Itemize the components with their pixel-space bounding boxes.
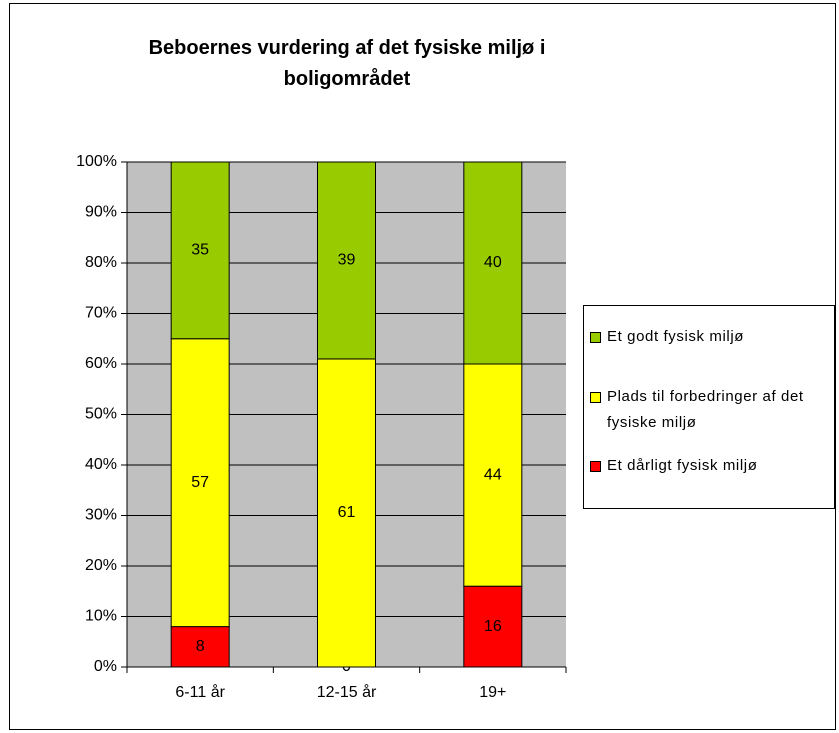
bar-segment xyxy=(463,161,523,365)
y-tick-label: 40% xyxy=(85,456,117,473)
y-tick-label: 50% xyxy=(85,406,117,423)
y-tick-label: 20% xyxy=(85,557,117,574)
x-tick-label: 6-11 år xyxy=(175,683,225,701)
data-label: 8 xyxy=(196,638,205,655)
legend-item: Plads til forbedringer af det fysiske mi… xyxy=(590,384,832,436)
y-tick-label: 0% xyxy=(94,658,117,675)
data-label: 16 xyxy=(484,618,502,635)
y-tick-label: 70% xyxy=(85,305,117,322)
data-label: 35 xyxy=(191,242,209,259)
y-tick-label: 10% xyxy=(85,608,117,625)
legend-item: Et dårligt fysisk miljø xyxy=(590,453,832,479)
bar-segment xyxy=(317,161,376,360)
bar-segment xyxy=(170,161,230,340)
legend-label: Et dårligt fysisk miljø xyxy=(607,457,758,474)
bar-segment xyxy=(463,585,523,668)
y-tick-label: 30% xyxy=(85,507,117,524)
legend-item: Et godt fysisk miljø xyxy=(590,324,832,350)
data-label: 40 xyxy=(484,254,502,271)
y-tick-label: 100% xyxy=(76,153,117,170)
x-tick-label: 19+ xyxy=(479,684,506,701)
y-tick-label: 90% xyxy=(85,204,117,221)
y-tick-label: 80% xyxy=(85,254,117,271)
legend-label: Plads til forbedringer af det fysiske mi… xyxy=(607,388,804,431)
bar-segment xyxy=(317,358,376,668)
legend-swatch xyxy=(590,392,601,403)
data-label: 39 xyxy=(338,252,356,269)
legend-swatch xyxy=(590,461,601,472)
y-tick-label: 60% xyxy=(85,355,117,372)
legend-swatch xyxy=(590,332,601,343)
bar-segment xyxy=(170,338,230,628)
legend: Et dårligt fysisk miljø Plads til forbedr… xyxy=(583,305,835,509)
data-label: 57 xyxy=(191,474,209,491)
legend-label: Et godt fysisk miljø xyxy=(607,328,745,345)
chart-border xyxy=(9,3,836,730)
data-label: 61 xyxy=(338,504,356,521)
x-tick-label: 12-15 år xyxy=(317,683,377,701)
bar-segment xyxy=(463,363,523,587)
data-label: 44 xyxy=(484,466,502,483)
chart-title: Beboernes vurdering af det fysiske miljø… xyxy=(148,37,546,90)
